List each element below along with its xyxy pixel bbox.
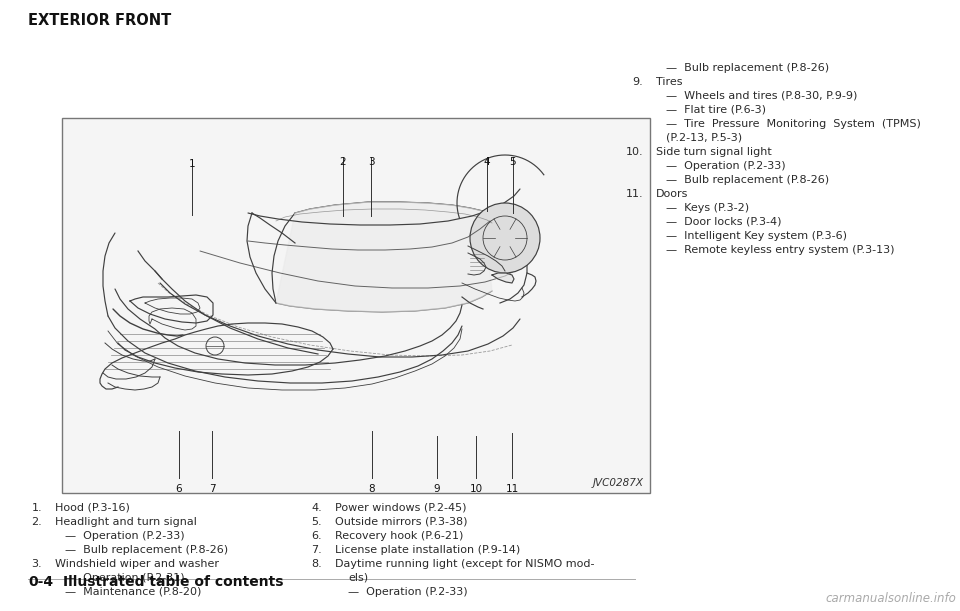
Text: Doors: Doors: [656, 189, 688, 199]
Text: 6: 6: [176, 484, 182, 494]
Text: 7: 7: [208, 484, 215, 494]
Polygon shape: [492, 273, 514, 283]
Text: 10.: 10.: [625, 147, 643, 157]
Text: Daytime running light (except for NISMO mod-: Daytime running light (except for NISMO …: [335, 559, 594, 569]
Text: 11.: 11.: [625, 189, 643, 199]
Text: 4: 4: [484, 157, 491, 167]
Polygon shape: [276, 202, 492, 312]
Text: Illustrated table of contents: Illustrated table of contents: [63, 575, 283, 589]
Text: 6.: 6.: [311, 531, 322, 541]
Text: —  Flat tire (P.6-3): — Flat tire (P.6-3): [666, 105, 766, 115]
Text: —  Keys (P.3-2): — Keys (P.3-2): [666, 203, 749, 213]
Text: 4.: 4.: [311, 503, 322, 513]
Text: 5: 5: [510, 157, 516, 167]
Text: —  Maintenance (P.8-20): — Maintenance (P.8-20): [65, 587, 202, 597]
Text: 8.: 8.: [311, 559, 322, 569]
Text: —  Operation (P.2-33): — Operation (P.2-33): [348, 587, 468, 597]
Text: Windshield wiper and washer: Windshield wiper and washer: [55, 559, 219, 569]
Text: —  Intelligent Key system (P.3-6): — Intelligent Key system (P.3-6): [666, 231, 847, 241]
Text: —  Operation (P.2-31): — Operation (P.2-31): [65, 573, 184, 583]
Text: Tires: Tires: [656, 77, 683, 87]
Text: 1: 1: [189, 159, 195, 169]
Text: 2.: 2.: [32, 517, 42, 527]
Text: carmanualsonline.info: carmanualsonline.info: [826, 592, 956, 605]
Text: JVC0287X: JVC0287X: [593, 478, 644, 488]
Text: 7.: 7.: [311, 545, 322, 555]
Text: Outside mirrors (P.3-38): Outside mirrors (P.3-38): [335, 517, 468, 527]
Text: 3.: 3.: [32, 559, 42, 569]
Text: —  Bulb replacement (P.8-26): — Bulb replacement (P.8-26): [666, 63, 829, 73]
Text: 1.: 1.: [32, 503, 42, 513]
Text: 10: 10: [469, 484, 483, 494]
Text: —  Bulb replacement (P.8-26): — Bulb replacement (P.8-26): [65, 545, 228, 555]
Text: —  Tire  Pressure  Monitoring  System  (TPMS): — Tire Pressure Monitoring System (TPMS): [666, 119, 921, 129]
Text: License plate installation (P.9-14): License plate installation (P.9-14): [335, 545, 520, 555]
Text: —  Bulb replacement (P.8-26): — Bulb replacement (P.8-26): [666, 175, 829, 185]
Text: Power windows (P.2-45): Power windows (P.2-45): [335, 503, 467, 513]
Circle shape: [470, 203, 540, 273]
Text: 2: 2: [340, 157, 347, 167]
Bar: [62, 118, 650, 493]
Text: EXTERIOR FRONT: EXTERIOR FRONT: [28, 13, 171, 28]
Text: 5.: 5.: [311, 517, 322, 527]
Text: Side turn signal light: Side turn signal light: [656, 147, 772, 157]
Text: —  Wheels and tires (P.8-30, P.9-9): — Wheels and tires (P.8-30, P.9-9): [666, 91, 857, 101]
Text: Hood (P.3-16): Hood (P.3-16): [55, 503, 130, 513]
Text: —  Door locks (P.3-4): — Door locks (P.3-4): [666, 217, 781, 227]
Text: 11: 11: [505, 484, 518, 494]
Text: 3: 3: [368, 157, 374, 167]
Text: 8: 8: [369, 484, 375, 494]
Text: 9: 9: [434, 484, 441, 494]
Text: —  Remote keyless entry system (P.3-13): — Remote keyless entry system (P.3-13): [666, 245, 895, 255]
Text: 0-4: 0-4: [28, 575, 53, 589]
Text: —  Operation (P.2-33): — Operation (P.2-33): [666, 161, 785, 171]
Text: —  Operation (P.2-33): — Operation (P.2-33): [65, 531, 184, 541]
Text: 9.: 9.: [633, 77, 643, 87]
Text: Recovery hook (P.6-21): Recovery hook (P.6-21): [335, 531, 464, 541]
Text: (P.2-13, P.5-3): (P.2-13, P.5-3): [666, 133, 742, 143]
Text: els): els): [348, 573, 368, 583]
Text: Headlight and turn signal: Headlight and turn signal: [55, 517, 197, 527]
